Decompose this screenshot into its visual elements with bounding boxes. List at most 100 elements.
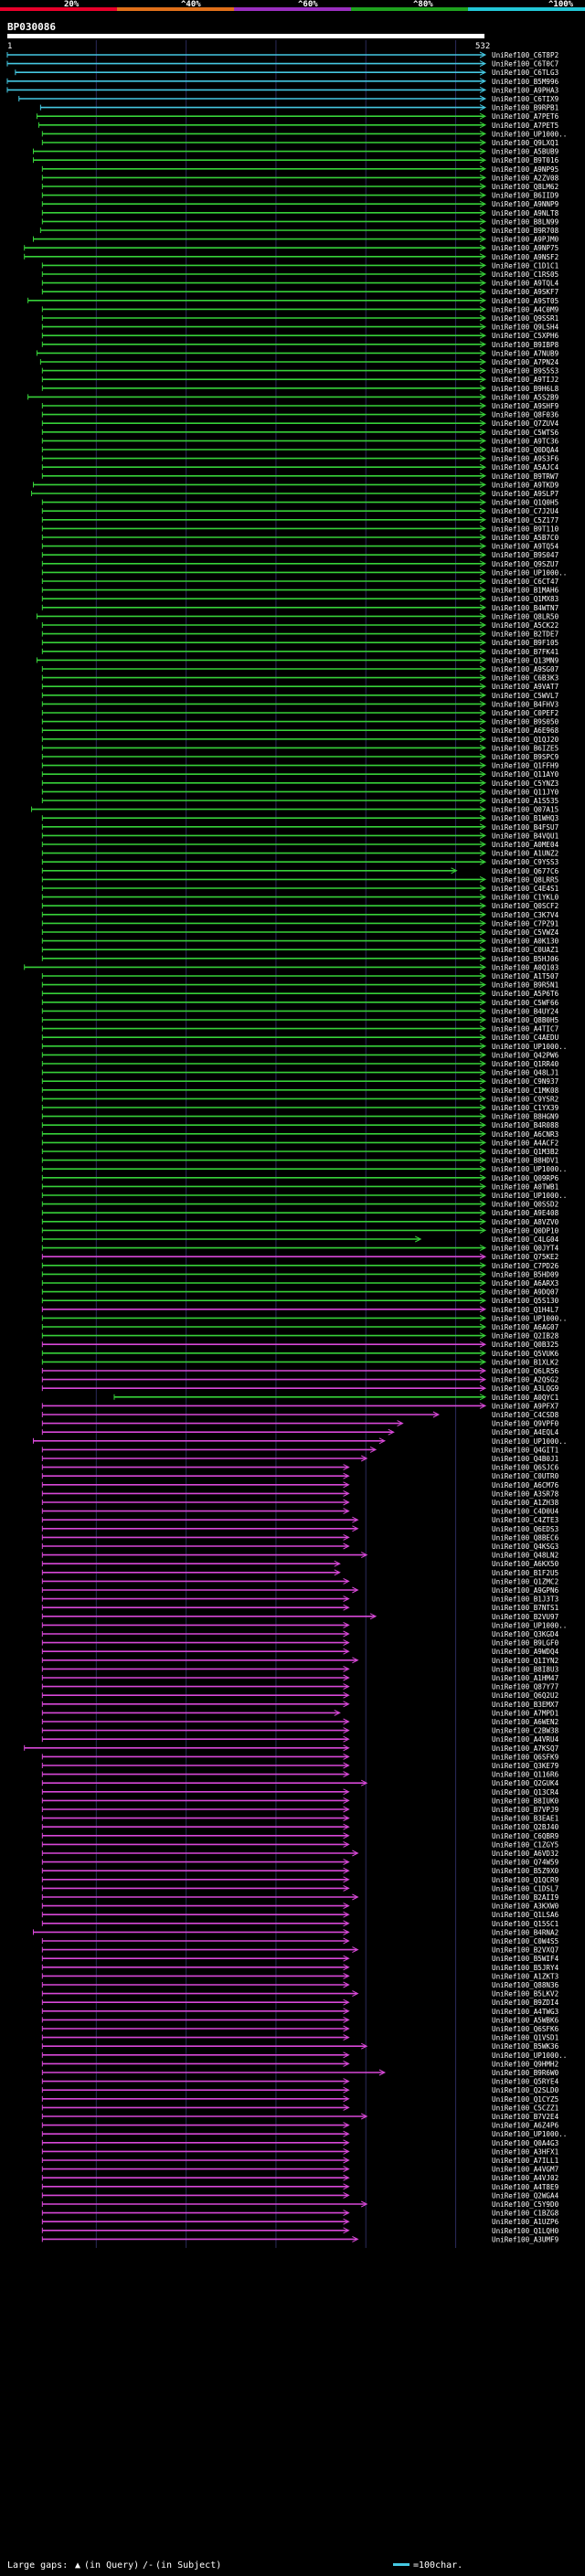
hit-id[interactable]: UniRef100_A0ME04 (492, 841, 559, 849)
hit-row[interactable]: UniRef100_C7J2U4 (41, 507, 559, 515)
hit-id[interactable]: UniRef100_A6WEN2 (492, 1718, 558, 1726)
hit-row[interactable]: UniRef100_Q1H4L7 (41, 1306, 558, 1314)
hit-row[interactable]: UniRef100_A7MPD1 (41, 1709, 559, 1717)
hit-id[interactable]: UniRef100_B1J3T3 (492, 1595, 558, 1604)
hit-row[interactable]: UniRef100_A6KX50 (41, 1560, 559, 1568)
hit-row[interactable]: UniRef100_A1HM47 (41, 1674, 558, 1682)
hit-row[interactable]: UniRef100_A9GPN6 (41, 1586, 559, 1595)
hit-id[interactable]: UniRef100_B1XLK2 (492, 1358, 558, 1366)
hit-row[interactable]: UniRef100_A9SHF9 (41, 402, 559, 410)
hit-id[interactable]: UniRef100_A1T507 (492, 972, 558, 981)
hit-row[interactable]: UniRef100_Q1QJ20 (41, 736, 559, 744)
hit-row[interactable]: UniRef100_Q1M3B2 (41, 1148, 558, 1156)
hit-id[interactable]: UniRef100_B7NTS1 (492, 1604, 559, 1612)
hit-row[interactable]: UniRef100_A4TWG3 (41, 2008, 558, 2016)
hit-row[interactable]: UniRef100_C2BW38 (41, 1727, 559, 1735)
hit-row[interactable]: UniRef100_B9R5N1 (41, 981, 559, 990)
hit-id[interactable]: UniRef100_A6ARX3 (492, 1279, 558, 1288)
hit-id[interactable]: UniRef100_B5HJ06 (492, 955, 559, 963)
hit-id[interactable]: UniRef100_A3KXW0 (492, 1903, 559, 1911)
hit-row[interactable]: UniRef100_Q2SLD0 (41, 2086, 559, 2094)
hit-id[interactable]: UniRef100_Q1MX83 (492, 595, 558, 603)
hit-row[interactable]: UniRef100_A5P6T6 (41, 990, 559, 998)
hit-id[interactable]: UniRef100_A9SKF7 (492, 288, 558, 296)
hit-id[interactable]: UniRef100_B9S050 (492, 718, 559, 726)
hit-id[interactable]: UniRef100_Q4KSG3 (492, 1542, 558, 1551)
hit-id[interactable]: UniRef100_B5JRY4 (492, 1964, 559, 1972)
hit-id[interactable]: UniRef100_B5Z9X0 (492, 1867, 559, 1875)
hit-id[interactable]: UniRef100_B9T110 (492, 525, 559, 533)
hit-row[interactable]: UniRef100_A9PJM0 (33, 236, 559, 244)
hit-id[interactable]: UniRef100_A7NUB9 (492, 349, 559, 357)
hit-row[interactable]: UniRef100_UP1000.. (41, 1165, 567, 1173)
hit-id[interactable]: UniRef100_C0UAZ1 (492, 946, 559, 954)
hit-id[interactable]: UniRef100_B4WTN7 (492, 604, 558, 612)
hit-id[interactable]: UniRef100_C1YX39 (492, 1104, 559, 1112)
hit-id[interactable]: UniRef100_Q6LR56 (492, 1367, 559, 1375)
hit-id[interactable]: UniRef100_A9SG07 (492, 665, 558, 673)
hit-row[interactable]: UniRef100_Q6SFK9 (41, 1753, 559, 1761)
hit-id[interactable]: UniRef100_C5YNZ3 (492, 779, 558, 788)
hit-row[interactable]: UniRef100_C1YKL0 (41, 894, 559, 902)
hit-id[interactable]: UniRef100_A9SHF9 (492, 402, 559, 410)
hit-id[interactable]: UniRef100_B9H6L8 (492, 385, 559, 393)
hit-row[interactable]: UniRef100_C1RS05 (41, 270, 558, 279)
hit-row[interactable]: UniRef100_Q8LM62 (41, 183, 558, 191)
hit-row[interactable]: UniRef100_Q88N36 (41, 1981, 559, 1989)
hit-id[interactable]: UniRef100_A5AJC4 (492, 463, 559, 472)
hit-row[interactable]: UniRef100_B8LN99 (41, 217, 559, 226)
hit-id[interactable]: UniRef100_C7PZ91 (492, 919, 559, 928)
hit-row[interactable]: UniRef100_A4EQL4 (41, 1428, 559, 1436)
hit-row[interactable]: UniRef100_A8VZV0 (41, 1218, 559, 1226)
hit-row[interactable]: UniRef100_B2TDE7 (41, 631, 558, 639)
hit-id[interactable]: UniRef100_Q8B0H5 (492, 1016, 558, 1024)
hit-id[interactable]: UniRef100_Q9LXQ1 (492, 139, 559, 147)
hit-id[interactable]: UniRef100_Q4B0J1 (492, 1455, 559, 1463)
hit-row[interactable]: UniRef100_B4WTN7 (41, 604, 558, 612)
hit-id[interactable]: UniRef100_Q8F036 (492, 411, 559, 419)
hit-row[interactable]: UniRef100_A9VAT7 (41, 683, 558, 691)
hit-row[interactable]: UniRef100_A7PN24 (39, 358, 559, 366)
hit-id[interactable]: UniRef100_B1MAH6 (492, 587, 559, 595)
hit-row[interactable]: UniRef100_B9TRW7 (41, 472, 558, 481)
hit-id[interactable]: UniRef100_Q1LSA6 (492, 1911, 559, 1919)
hit-id[interactable]: UniRef100_A4EQL4 (492, 1428, 559, 1436)
hit-id[interactable]: UniRef100_Q1CYZ5 (492, 2095, 558, 2104)
hit-id[interactable]: UniRef100_Q8BEC6 (492, 1533, 559, 1542)
hit-row[interactable]: UniRef100_Q8LRR5 (41, 875, 558, 884)
hit-id[interactable]: UniRef100_A3UMF9 (492, 2235, 559, 2243)
hit-row[interactable]: UniRef100_B4UY24 (41, 1007, 559, 1015)
hit-row[interactable]: UniRef100_B9H6L8 (41, 385, 559, 393)
hit-id[interactable]: UniRef100_A2QSG2 (492, 1376, 558, 1384)
hit-row[interactable]: UniRef100_A4VRU4 (41, 1735, 559, 1744)
hit-row[interactable]: UniRef100_B9T016 (33, 156, 559, 164)
hit-row[interactable]: UniRef100_Q5VUK6 (41, 1350, 559, 1358)
hit-id[interactable]: UniRef100_C5CZZ1 (492, 2104, 559, 2112)
hit-id[interactable]: UniRef100_B4FSU7 (492, 823, 558, 832)
hit-row[interactable]: UniRef100_Q8B0H5 (41, 1016, 558, 1024)
hit-id[interactable]: UniRef100_A9DQ07 (492, 1288, 558, 1297)
hit-id[interactable]: UniRef100_B2VU97 (492, 1613, 558, 1621)
hit-id[interactable]: UniRef100_C5Z177 (492, 516, 558, 525)
hit-row[interactable]: UniRef100_Q1QCR9 (41, 1876, 559, 1884)
hit-row[interactable]: UniRef100_C1YX39 (41, 1104, 559, 1112)
hit-id[interactable]: UniRef100_A4T8E9 (492, 2183, 559, 2191)
hit-row[interactable]: UniRef100_B7VPJ9 (41, 1806, 559, 1814)
hit-row[interactable]: UniRef100_B1WHQ3 (41, 814, 558, 822)
hit-row[interactable]: UniRef100_A5B7C0 (41, 534, 559, 542)
hit-id[interactable]: UniRef100_C5XPH6 (492, 332, 559, 340)
hit-row[interactable]: UniRef100_B1XLK2 (41, 1358, 558, 1366)
hit-row[interactable]: UniRef100_Q48LN2 (41, 1552, 558, 1560)
hit-id[interactable]: UniRef100_Q1RR40 (492, 1060, 559, 1068)
hit-id[interactable]: UniRef100_Q9LSH4 (492, 323, 559, 332)
hit-row[interactable]: UniRef100_Q0SCF2 (41, 902, 558, 910)
hit-id[interactable]: UniRef100_Q1QJ20 (492, 736, 559, 744)
hit-id[interactable]: UniRef100_C0PEF2 (492, 709, 558, 717)
hit-id[interactable]: UniRef100_B9ZDI4 (492, 1998, 559, 2007)
hit-row[interactable]: UniRef100_Q11JY0 (41, 788, 559, 796)
hit-id[interactable]: UniRef100_Q3KE79 (492, 1762, 559, 1770)
hit-row[interactable]: UniRef100_Q1LSA6 (41, 1911, 559, 1919)
hit-id[interactable]: UniRef100_B4FHV3 (492, 700, 558, 708)
hit-row[interactable]: UniRef100_C4D0U4 (41, 1508, 559, 1516)
hit-row[interactable]: UniRef100_A6CM76 (41, 1481, 559, 1489)
